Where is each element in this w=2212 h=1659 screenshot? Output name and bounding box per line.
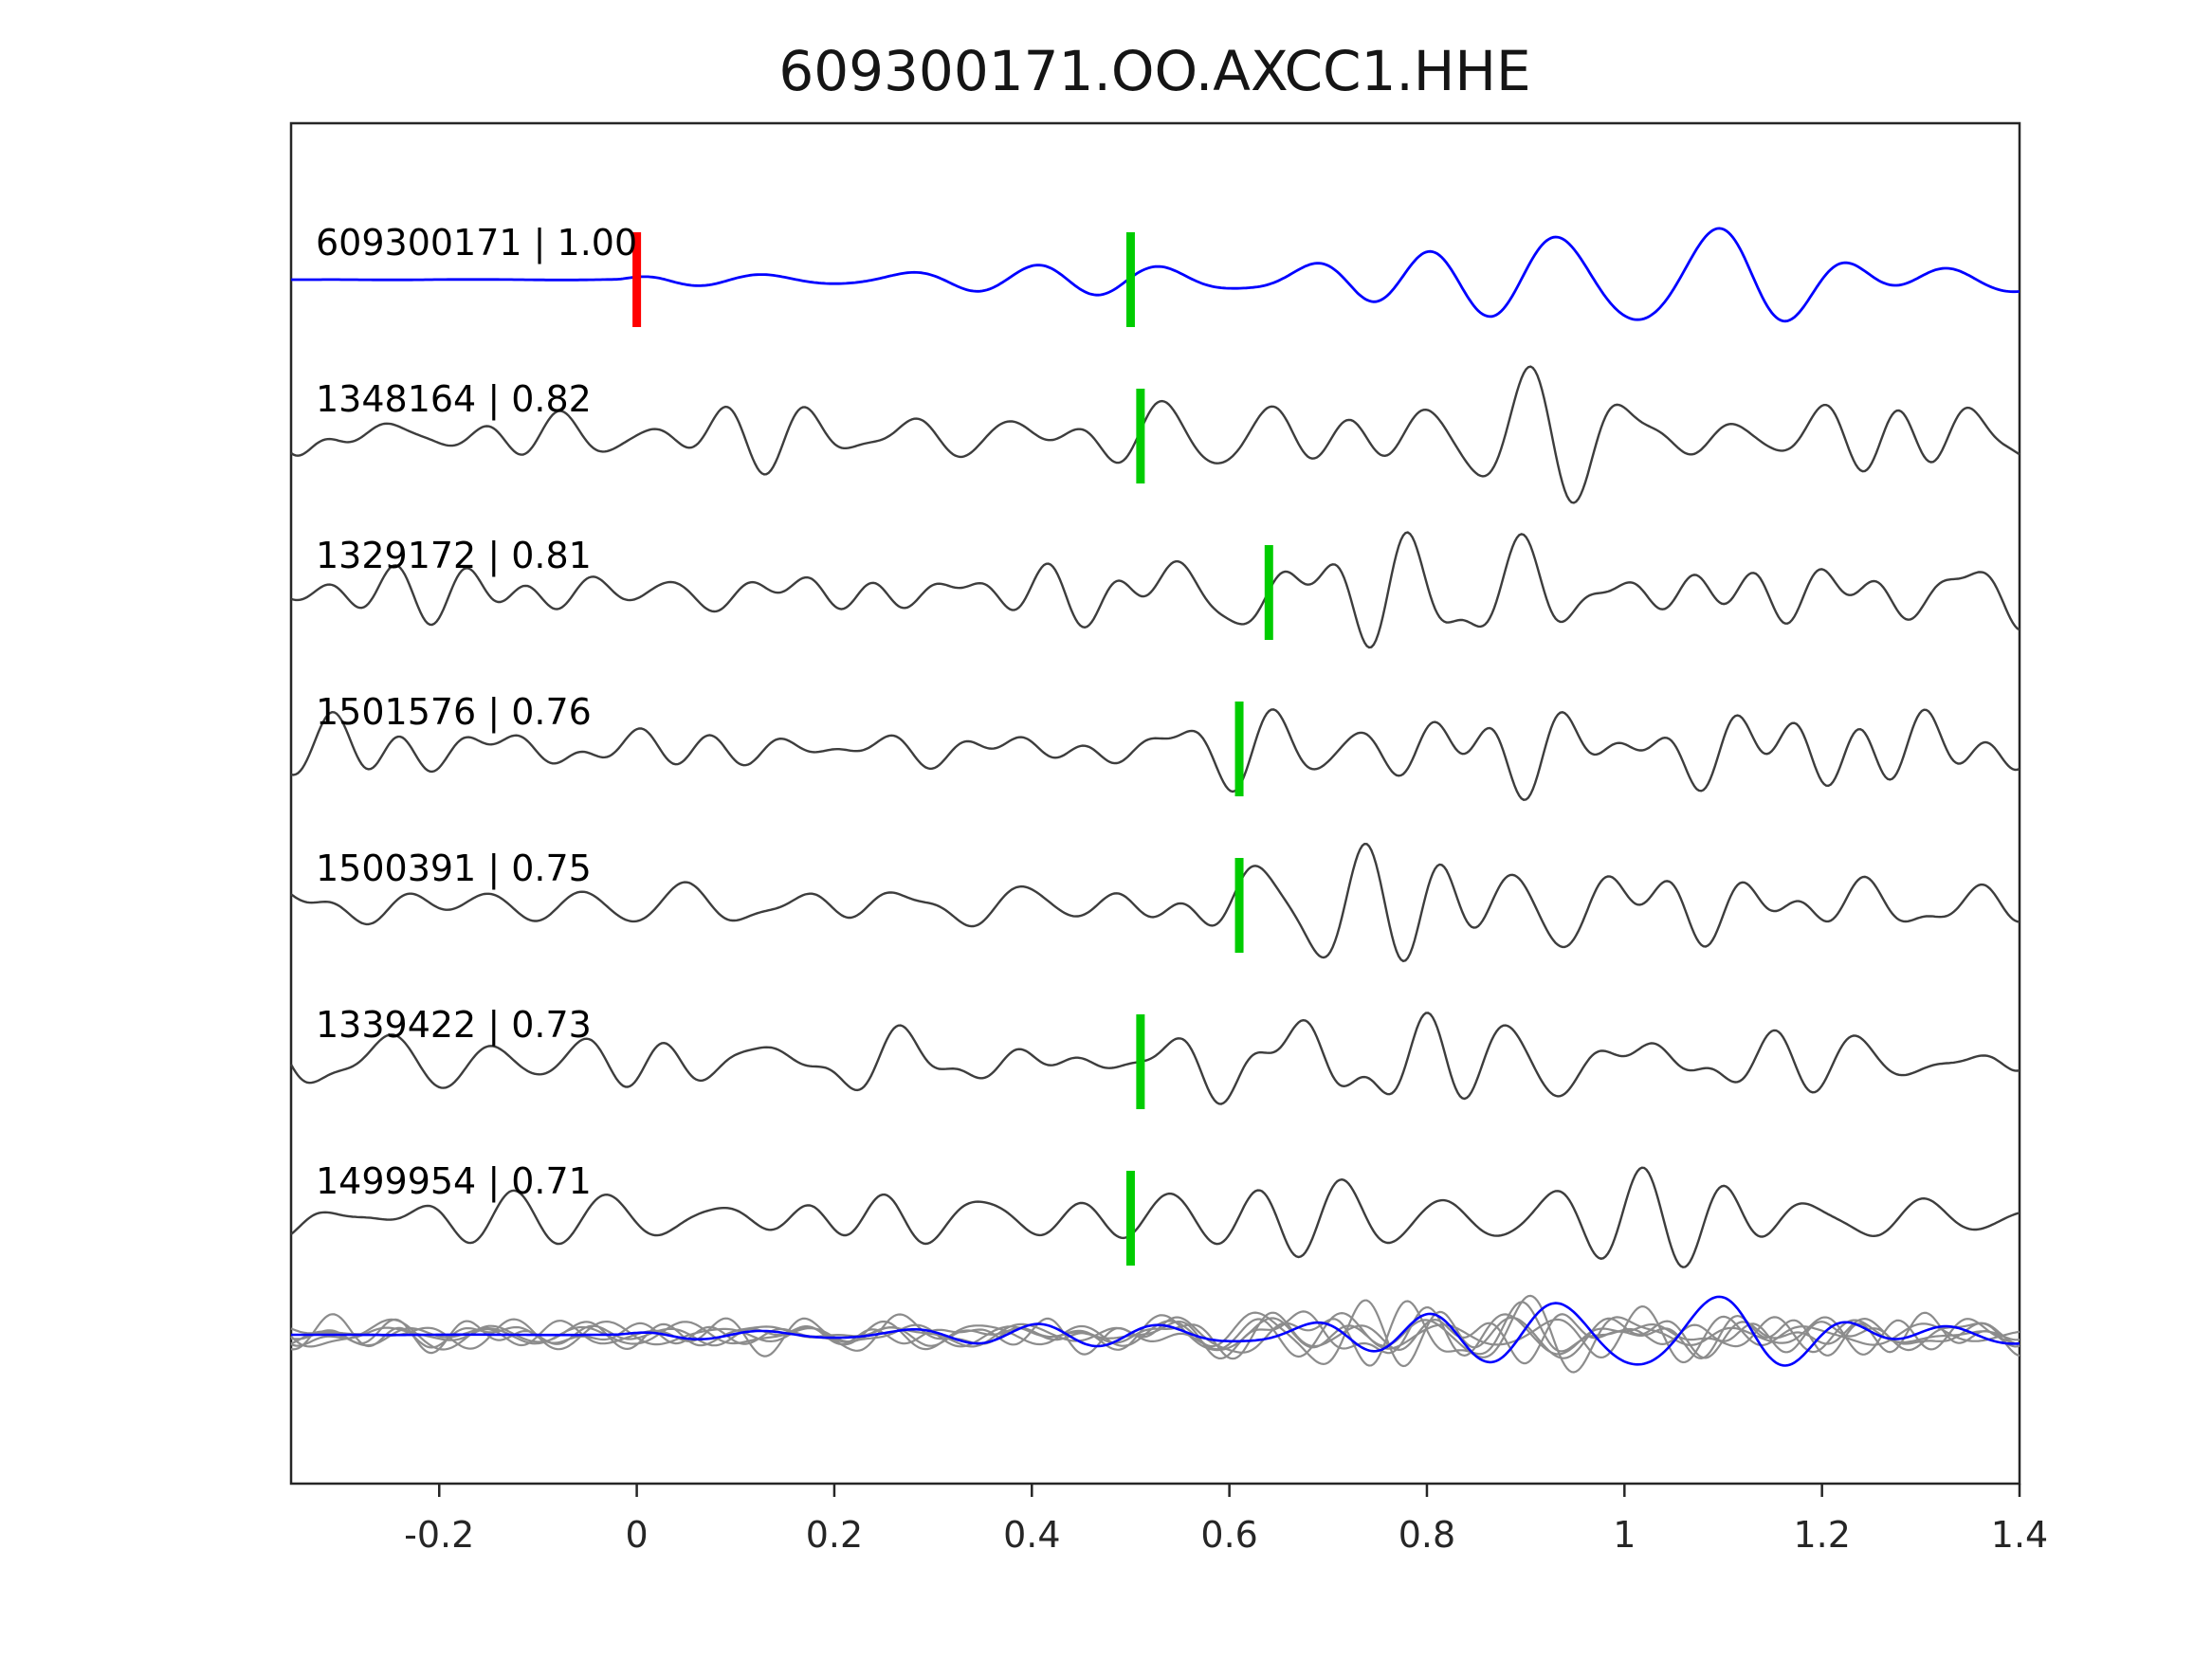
trace-label: 1500391 | 0.75 [316, 848, 592, 890]
x-tick-label: 0.6 [1200, 1514, 1257, 1556]
labels-group: 609300171 | 1.00 1348164 | 0.82 1329172 | … [316, 222, 637, 1203]
x-tick-label: 0.8 [1398, 1514, 1455, 1556]
trace-label: 1501576 | 0.76 [316, 691, 592, 734]
traces-group [289, 227, 2020, 1374]
trace-label: 1499954 | 0.71 [316, 1160, 592, 1203]
x-tick-label: 0.2 [806, 1514, 863, 1556]
pick-marker [1136, 1014, 1145, 1109]
x-tick-label: 0.4 [1003, 1514, 1060, 1556]
x-tick-label: 1 [1613, 1514, 1636, 1556]
trace-label: 609300171 | 1.00 [316, 222, 637, 264]
pick-marker [1264, 545, 1273, 640]
detection-trace [290, 365, 2020, 504]
detection-trace [289, 1012, 2020, 1105]
x-tick-label: -0.2 [404, 1514, 474, 1556]
template-trace [291, 227, 2020, 323]
x-tick-label: 1.4 [1991, 1514, 2048, 1556]
detection-trace [290, 531, 2020, 649]
axis-box [289, 121, 2021, 1486]
detection-trace [290, 1166, 2020, 1268]
x-tick-label: 0 [626, 1514, 649, 1556]
pick-marker [1125, 1171, 1135, 1266]
overlay-template-trace [291, 1295, 2020, 1367]
figure-title: 609300171.OO.AXCC1.HHE [778, 39, 1530, 103]
detection-trace [290, 708, 2020, 801]
pick-marker [1234, 858, 1244, 953]
pick-marker [1125, 232, 1135, 327]
trace-label: 1339422 | 0.73 [316, 1004, 592, 1047]
overlay-detection-trace [290, 1299, 2020, 1368]
overlay-detection-trace [290, 1305, 2020, 1359]
trace-label: 1348164 | 0.82 [316, 378, 592, 421]
detection-trace [290, 842, 2020, 963]
pick-marker [1234, 702, 1244, 796]
x-axis-ticks-group: -0.2 0 0.2 0.4 0.6 0.8 1 1.2 1.4 [404, 1484, 2048, 1556]
overlay-detection-trace [290, 1300, 2020, 1367]
pick-marker [1136, 389, 1145, 483]
trace-label: 1329172 | 0.81 [316, 535, 592, 577]
x-tick-label: 1.2 [1793, 1514, 1850, 1556]
origin-marker [632, 232, 642, 327]
markers-group [632, 232, 1273, 1266]
